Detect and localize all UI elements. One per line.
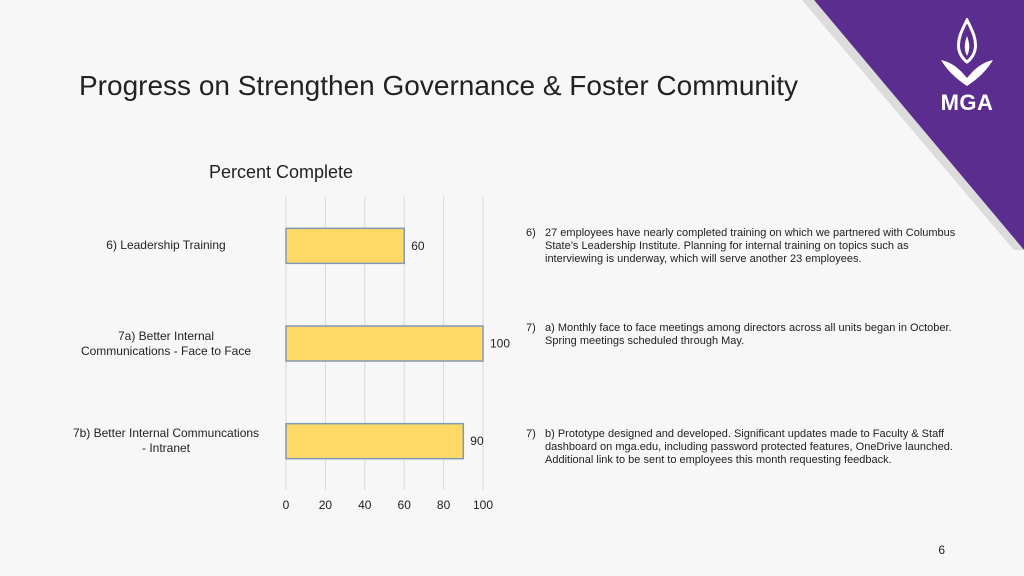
category-label-line: 6) Leadership Training — [106, 238, 226, 253]
note-face-to-face: 7) a) Monthly face to face meetings amon… — [526, 322, 956, 348]
bar — [285, 422, 465, 460]
logo-text: MGA — [940, 90, 994, 115]
category-label-line: Communications - Face to Face — [80, 343, 252, 358]
x-tick-label: 0 — [283, 498, 290, 512]
category-label-line: - Intranet — [141, 441, 191, 456]
slide-title: Progress on Strengthen Governance & Fost… — [79, 70, 799, 101]
bar — [285, 325, 484, 362]
corner-decoration — [802, 0, 1024, 250]
page-number: 6 — [938, 543, 945, 557]
x-tick-label: 100 — [473, 498, 493, 512]
flame-icon — [941, 18, 993, 86]
note-intranet: 7) b) Prototype designed and developed. … — [526, 428, 956, 467]
category-label-leadership-training: 6) Leadership Training — [56, 238, 276, 253]
x-tick-label: 80 — [437, 498, 451, 512]
note-leadership-training: 6) 27 employees have nearly completed tr… — [526, 227, 956, 266]
category-label-line: 7a) Better Internal — [117, 328, 215, 343]
note-number: 7) — [526, 428, 536, 440]
data-label: 60 — [411, 239, 425, 253]
category-label-intranet: 7b) Better Internal Communcations - Intr… — [56, 426, 276, 456]
note-number: 7) — [526, 322, 536, 334]
mga-logo: MGA — [932, 18, 1002, 118]
note-number: 6) — [526, 227, 536, 239]
x-tick-label: 60 — [398, 498, 412, 512]
bar — [285, 227, 405, 265]
data-label: 90 — [470, 434, 484, 448]
note-text: 27 employees have nearly completed train… — [545, 227, 956, 265]
x-tick-label: 40 — [358, 498, 372, 512]
note-text: a) Monthly face to face meetings among d… — [545, 322, 952, 347]
x-tick-label: 20 — [319, 498, 333, 512]
category-label-line: 7b) Better Internal Communcations — [72, 426, 260, 441]
data-label: 100 — [490, 337, 510, 351]
note-text: b) Prototype designed and developed. Sig… — [545, 428, 953, 466]
chart-title: Percent Complete — [209, 162, 354, 182]
category-label-face-to-face: 7a) Better Internal Communications - Fac… — [56, 329, 276, 359]
